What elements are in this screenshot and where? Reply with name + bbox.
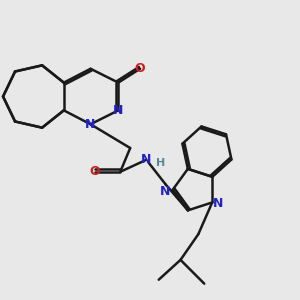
Text: H: H <box>156 158 165 169</box>
Text: O: O <box>135 62 146 75</box>
Text: N: N <box>85 118 96 131</box>
Text: N: N <box>141 153 151 167</box>
Text: N: N <box>213 197 223 210</box>
Text: O: O <box>89 165 100 178</box>
Text: N: N <box>113 104 124 117</box>
Text: N: N <box>160 184 170 198</box>
